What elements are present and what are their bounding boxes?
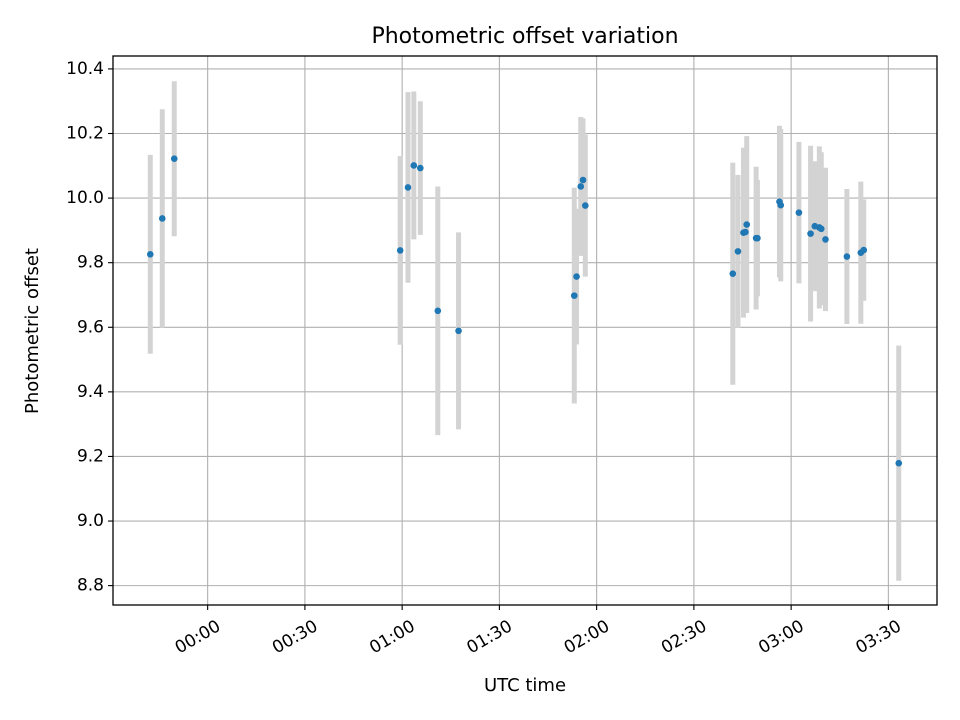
y-axis-label: Photometric offset: [22, 248, 43, 414]
y-tick-label: 9.4: [77, 382, 104, 402]
data-point: [455, 327, 462, 335]
data-point: [146, 250, 154, 258]
data-point: [795, 209, 803, 216]
data-point: [434, 307, 442, 315]
data-point: [754, 234, 761, 242]
chart-title: Photometric offset variation: [371, 24, 678, 49]
y-tick-label: 10.4: [66, 59, 104, 79]
data-point: [573, 273, 580, 280]
y-tick-label: 9.0: [77, 511, 104, 531]
data-point: [860, 246, 868, 254]
y-tick-label: 9.2: [77, 446, 104, 466]
data-point: [404, 184, 412, 191]
data-point: [570, 292, 578, 299]
data-point: [577, 183, 585, 190]
data-point: [396, 247, 404, 254]
data-point: [843, 253, 851, 260]
y-axis-ticks: 8.8 9.0 9.2 9.4 9.6 9.8 10.0 10.2 10.4: [66, 59, 113, 596]
data-point: [734, 248, 742, 255]
data-point: [581, 202, 589, 209]
data-point: [895, 459, 903, 467]
data-point: [817, 225, 825, 233]
y-tick-label: 9.6: [77, 317, 104, 337]
data-point: [822, 236, 829, 243]
data-point: [743, 221, 751, 228]
x-axis-label: UTC time: [484, 675, 566, 696]
data-point: [170, 155, 178, 162]
data-point: [158, 215, 166, 222]
data-points: [146, 155, 903, 467]
y-tick-label: 10.2: [66, 124, 104, 144]
y-tick-label: 9.8: [77, 253, 104, 273]
y-tick-label: 10.0: [66, 188, 104, 208]
data-point: [729, 270, 737, 277]
plot-frame: [112, 55, 938, 606]
data-point: [777, 201, 785, 209]
data-point: [416, 164, 424, 172]
data-point: [807, 230, 814, 237]
y-tick-label: 8.8: [77, 576, 104, 596]
data-point: [579, 176, 587, 184]
data-point: [410, 162, 418, 169]
data-point: [742, 228, 749, 236]
